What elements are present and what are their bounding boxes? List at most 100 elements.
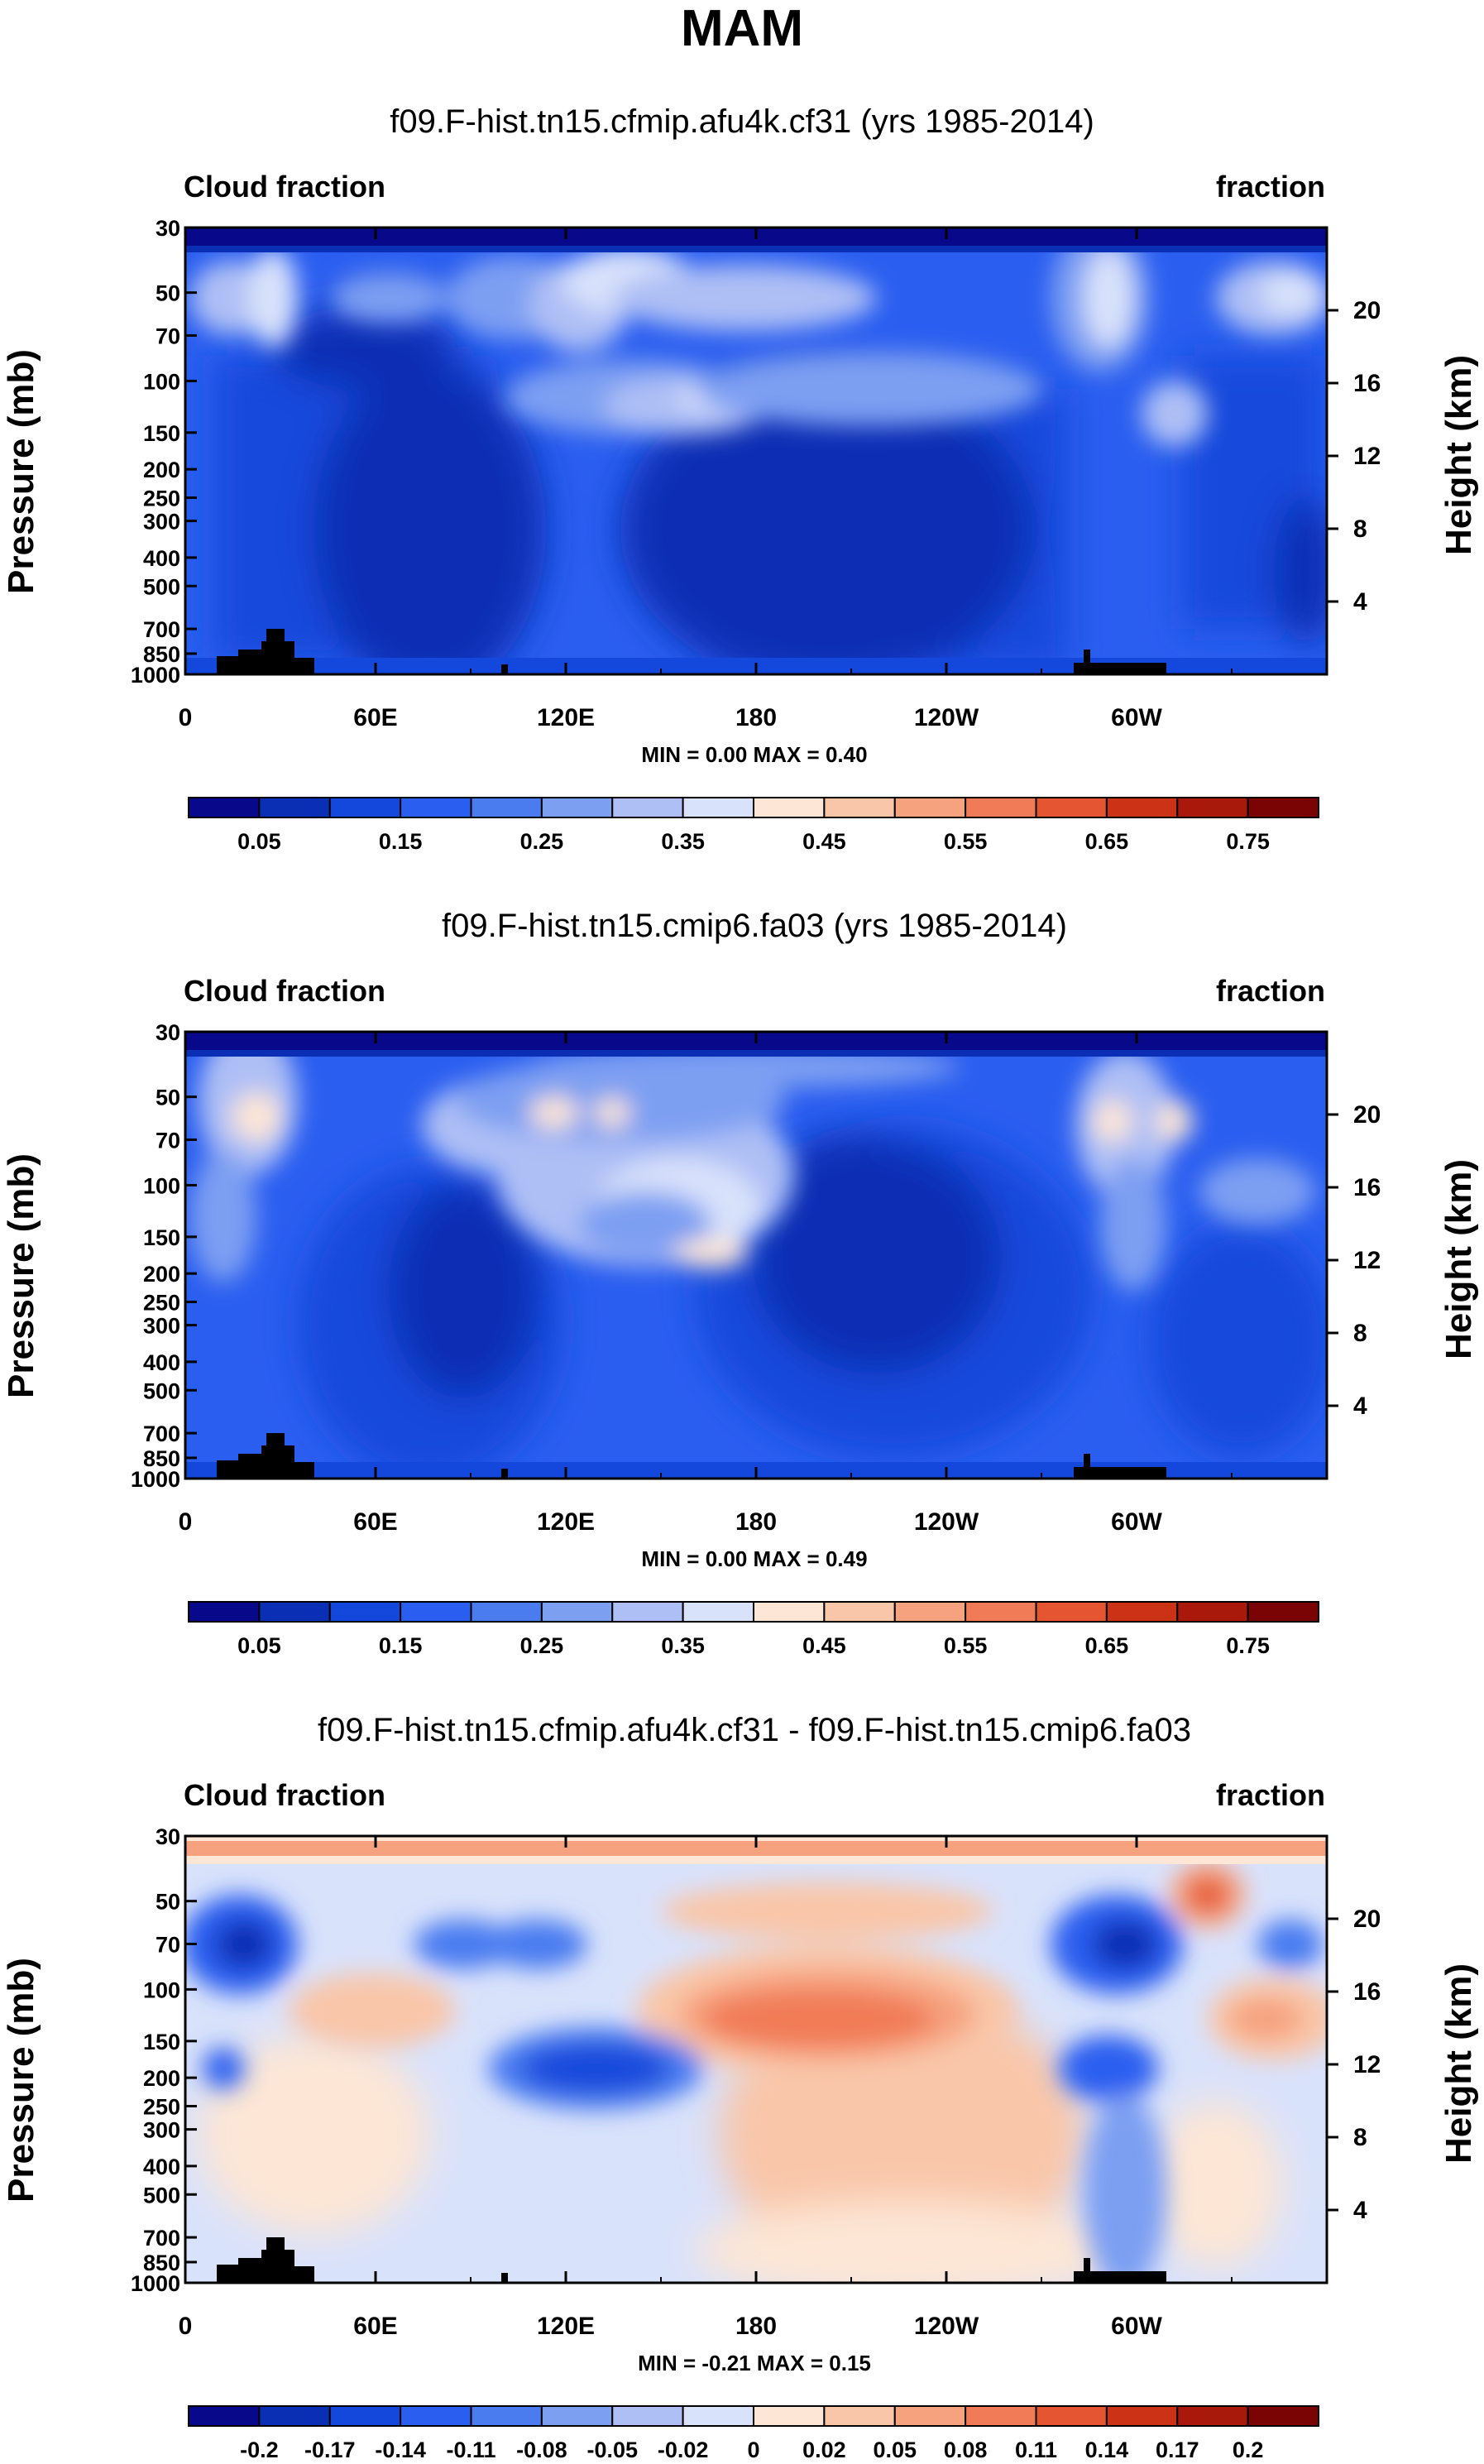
colorbar-swatch [1105,797,1179,818]
y-tick-label: 300 [143,1314,180,1339]
colorbar-swatch [1247,797,1319,818]
y-tick-label: 1000 [131,663,180,688]
y-tick-label: 250 [143,487,180,511]
min-max-label: MIN = -0.21 MAX = 0.15 [638,2351,871,2375]
chart-annotations: 0 60E 120E 180 120W 60W3050701001502002503004… [1,216,1479,2462]
colorbar-swatch [682,797,754,818]
colorbar-swatch [611,1601,684,1623]
y-tick-label: 100 [143,1173,180,1198]
panel-1-terrain [217,629,1166,674]
colorbar-label: 0.75 [1226,829,1270,854]
x-tick-label: 120E [537,2313,595,2340]
height-tick-label: 20 [1353,1906,1381,1933]
colorbar-swatch [1105,1601,1179,1623]
panel-1-title: f09.F-hist.tn15.cfmip.afu4k.cf31 (yrs 19… [390,103,1094,140]
colorbar-label: 0.45 [802,829,846,854]
colorbar-label: 0.14 [1085,2438,1129,2460]
colorbar-label: 0.35 [661,1633,705,1658]
y-tick-label: 700 [143,2226,180,2251]
colorbar-swatch [258,1601,331,1623]
colorbar-swatch [1035,1601,1108,1623]
colorbar-label: 0.15 [379,829,423,854]
colorbar-swatch [470,797,543,818]
x-tick-label: 60W [1111,704,1162,731]
colorbar-swatch [328,2405,402,2427]
colorbar-swatch [540,797,614,818]
colorbar-swatch [893,1601,967,1623]
page-title: MAM [681,0,803,57]
colorbar-swatch [188,1601,261,1623]
y-tick-label: 500 [143,574,180,599]
colorbar-label: 0.05 [237,829,281,854]
x-tick-label: 120E [537,1508,595,1536]
x-tick-label: 60W [1111,1508,1162,1536]
colorbar-swatch [540,1601,614,1623]
colorbar-label: 0.55 [944,1633,988,1658]
colorbar-label: 0.55 [944,829,988,854]
height-tick-label: 12 [1353,1247,1381,1274]
y-tick-label: 100 [143,369,180,394]
panel-2-title: f09.F-hist.tn15.cmip6.fa03 (yrs 1985-201… [442,908,1067,944]
x-tick-label: 0 [179,2313,193,2340]
y-tick-label: 50 [156,1086,180,1110]
x-tick-label: 180 [735,704,777,731]
x-tick-label: 60E [353,2313,397,2340]
colorbar-swatch [1176,1601,1249,1623]
y-tick-label: 50 [156,1890,180,1915]
y-tick-label: 850 [143,642,180,667]
colorbar-swatch [470,1601,543,1623]
colorbar-swatch [965,1601,1037,1623]
y-axis-title: Pressure (mb) [1,1153,41,1398]
right-axis-title: Height (km) [1439,1963,1479,2164]
x-tick-label: 180 [735,1508,777,1536]
colorbar-swatch [823,797,896,818]
colorbar-swatch [1105,2405,1179,2427]
y-tick-label: 30 [156,1020,180,1045]
y-tick-label: 70 [156,1128,180,1153]
colorbar-swatch [328,1601,402,1623]
colorbar-label: 0.25 [520,829,564,854]
x-tick-label: 60E [353,1508,397,1536]
y-tick-label: 150 [143,1225,180,1250]
height-tick-label: 4 [1353,588,1367,616]
y-tick-label: 1000 [131,1467,180,1492]
panel-1-field [185,228,1327,674]
y-tick-label: 200 [143,2066,180,2091]
min-max-label: MIN = 0.00 MAX = 0.40 [641,742,867,767]
colorbar-label: -0.17 [304,2438,356,2460]
y-tick-label: 1000 [131,2271,180,2296]
y-tick-label: 200 [143,1262,180,1287]
y-tick-label: 400 [143,546,180,571]
colorbar-swatch [893,797,967,818]
colorbar-swatch [258,797,331,818]
right-axis-title: Height (km) [1439,1159,1479,1359]
y-tick-label: 70 [156,324,180,348]
panel-3-field [185,1836,1327,2283]
colorbar-label: 0.25 [520,1633,564,1658]
colorbar-swatch [1247,1601,1319,1623]
x-tick-label: 120W [914,704,979,731]
colorbar-label: -0.02 [658,2438,709,2460]
y-tick-label: 500 [143,2183,180,2208]
y-axis-title: Pressure (mb) [1,349,41,594]
colorbar-label: 0.02 [802,2438,846,2460]
colorbar-label: 0.2 [1233,2438,1264,2460]
colorbar-label: 0.17 [1156,2438,1199,2460]
colorbar-swatch [753,1601,826,1623]
colorbar-swatch [823,2405,896,2427]
panel-2-terrain [217,1433,1166,1479]
y-axis-title: Pressure (mb) [1,1958,41,2203]
y-tick-label: 200 [143,458,180,482]
y-tick-label: 30 [156,1824,180,1849]
colorbar-label: -0.14 [375,2438,426,2460]
y-tick-label: 70 [156,1932,180,1957]
y-tick-label: 300 [143,510,180,535]
colorbar-swatch [753,797,826,818]
colorbar-swatch [1176,2405,1249,2427]
panel-1-right-label: fraction [1216,170,1325,204]
y-tick-label: 400 [143,2155,180,2179]
height-tick-label: 8 [1353,515,1367,543]
colorbar-swatch [1035,797,1108,818]
